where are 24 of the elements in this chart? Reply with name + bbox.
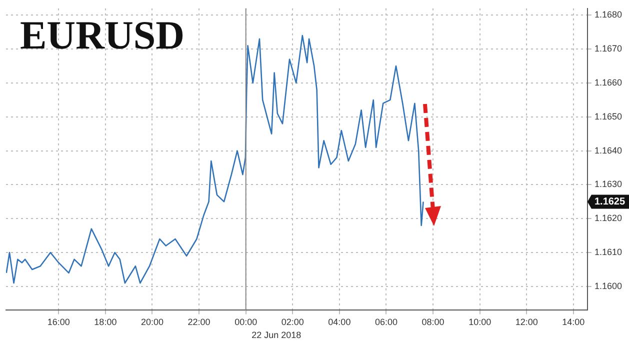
y-tick-label: 1.1680	[594, 10, 622, 20]
x-tick-label: 10:00	[468, 317, 492, 328]
x-tick-label: 12:00	[515, 317, 538, 328]
y-tick-label: 1.1660	[594, 77, 622, 88]
y-tick-label: 1.1630	[594, 179, 622, 190]
y-tick-label: 1.1670	[594, 44, 622, 54]
y-tick-label: 1.1640	[594, 145, 622, 156]
x-tick-label: 16:00	[47, 317, 70, 328]
x-tick-label: 02:00	[281, 317, 304, 328]
y-tick-label: 1.1600	[594, 280, 622, 291]
text: 22 Jun 2018	[252, 330, 302, 340]
chart-title: EURUSD	[20, 12, 184, 58]
x-tick-label: 18:00	[94, 317, 117, 328]
x-tick-label: 22:00	[188, 317, 210, 328]
y-tick-label: 1.1620	[594, 213, 622, 224]
x-tick-label: 06:00	[374, 317, 398, 328]
x-tick-label: 20:00	[140, 317, 164, 328]
x-tick-label: 00:00	[234, 317, 258, 328]
text: 1.1625	[594, 196, 626, 208]
x-tick-label: 04:00	[328, 317, 351, 328]
x-tick-label: 14:00	[562, 317, 585, 328]
x-tick-label: 08:00	[422, 317, 444, 328]
y-tick-label: 1.1650	[594, 111, 622, 122]
y-tick-label: 1.1610	[594, 247, 622, 258]
